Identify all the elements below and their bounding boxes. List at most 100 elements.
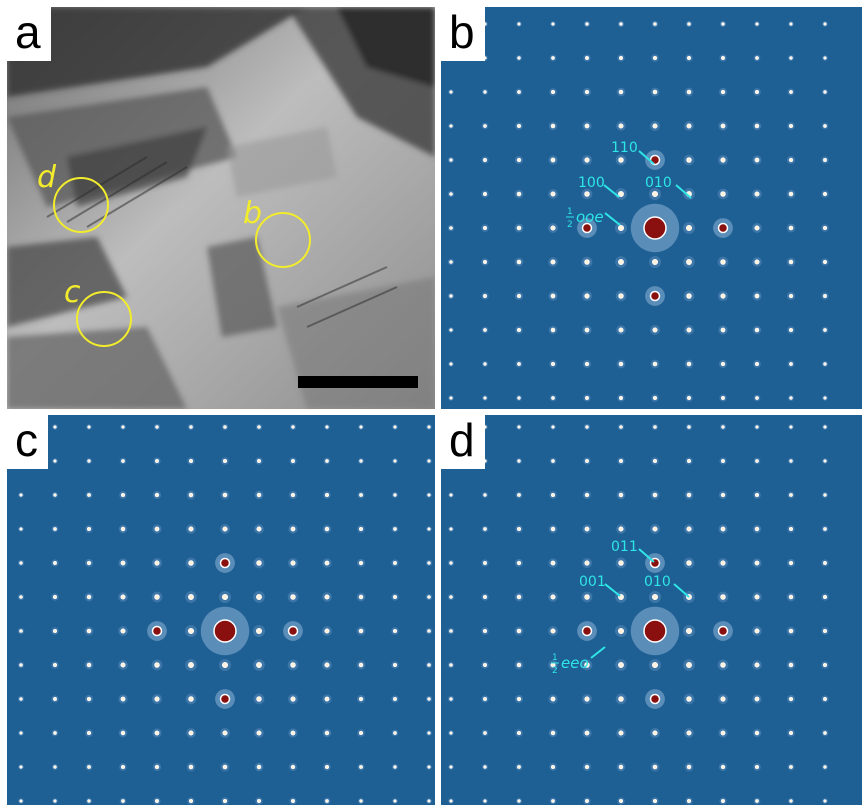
diffraction-spot	[483, 362, 487, 366]
diffraction-spot	[685, 224, 693, 232]
diffraction-spot	[788, 327, 794, 333]
diffraction-spot	[584, 492, 590, 498]
diffraction-spot	[324, 662, 330, 668]
diffraction-spot	[822, 191, 828, 197]
diffraction-spot	[449, 396, 453, 400]
diffraction-spot	[516, 628, 522, 634]
diffraction-spot	[393, 799, 397, 803]
diffraction-spot	[652, 458, 658, 464]
diffraction-spot	[822, 662, 828, 668]
diffraction-spot	[618, 123, 624, 129]
diffraction-spot	[720, 526, 726, 532]
diffraction-spot	[823, 294, 827, 298]
diffraction-spot	[643, 216, 667, 240]
diffraction-spot	[427, 697, 431, 701]
diffraction-spot	[788, 696, 794, 702]
diffraction-spot	[256, 730, 262, 736]
diffraction-spot	[188, 526, 194, 532]
diffraction-spot	[788, 293, 794, 299]
diffraction-spot	[449, 765, 453, 769]
diffraction-spot	[516, 191, 522, 197]
diffraction-spot	[358, 730, 364, 736]
diffraction-spot	[154, 696, 160, 702]
diffraction-spot	[585, 459, 589, 463]
index-100: 100	[578, 175, 605, 191]
diffraction-spot	[721, 396, 725, 400]
diffraction-spot	[550, 293, 556, 299]
diffraction-spot	[219, 693, 231, 705]
diffraction-spot	[290, 764, 296, 770]
diffraction-spot	[584, 293, 590, 299]
diffraction-spot	[19, 697, 23, 701]
diffraction-spot	[188, 594, 194, 600]
diffraction-spot	[550, 89, 556, 95]
index-010-d: 010	[644, 574, 671, 590]
diffraction-spot	[550, 191, 556, 197]
diffraction-spot	[584, 764, 590, 770]
diffraction-spot	[256, 764, 262, 770]
diffraction-spot	[585, 425, 589, 429]
diffraction-spot	[822, 259, 828, 265]
diffraction-spot	[721, 799, 725, 803]
diffraction-spot	[120, 764, 126, 770]
diffraction-spot	[618, 526, 624, 532]
diffraction-spot	[687, 425, 691, 429]
diffraction-spot	[823, 362, 827, 366]
diffraction-spot	[619, 22, 623, 26]
diffraction-spot	[584, 361, 590, 367]
panel-label-d: d	[441, 415, 485, 469]
diffraction-spot	[516, 594, 522, 600]
diffraction-spot	[393, 527, 397, 531]
diffraction-spot	[686, 327, 692, 333]
diffraction-spot	[686, 526, 692, 532]
diffraction-spot	[187, 627, 195, 635]
diffraction-spot	[517, 22, 521, 26]
diffraction-spot	[87, 425, 91, 429]
diffraction-spot	[188, 662, 194, 668]
diffraction-spot	[618, 259, 624, 265]
diffraction-spot	[754, 492, 760, 498]
diffraction-spot	[483, 527, 487, 531]
fraction-num-b: 1	[567, 207, 573, 217]
diffraction-spot	[788, 730, 794, 736]
diffraction-spot	[581, 625, 593, 637]
diffraction-spot	[720, 361, 726, 367]
diffraction-spot	[358, 560, 364, 566]
diffraction-spot	[823, 425, 827, 429]
diffraction-spot	[188, 458, 194, 464]
circle-label-d: d	[37, 160, 57, 195]
diffraction-spot	[290, 526, 296, 532]
diffraction-spot	[121, 799, 125, 803]
diffraction-spot	[287, 625, 299, 637]
diffraction-spot	[86, 730, 92, 736]
diffraction-spot	[687, 22, 691, 26]
diffraction-spot	[19, 799, 23, 803]
diffraction-spot	[789, 22, 793, 26]
diffraction-spot	[652, 492, 658, 498]
diffraction-spot	[86, 662, 92, 668]
diffraction-spot	[219, 557, 231, 569]
diffraction-spot	[151, 625, 163, 637]
diffraction-spot	[189, 425, 193, 429]
diffraction-spot	[686, 696, 692, 702]
diffraction-spot	[822, 225, 828, 231]
area-circle-b	[255, 212, 311, 268]
diffraction-spot	[584, 191, 590, 197]
diffraction-spot	[755, 22, 759, 26]
diffraction-spot	[449, 629, 453, 633]
diffraction-spot	[449, 192, 453, 196]
fraction-den-d: 2	[552, 666, 558, 676]
diffraction-spot	[550, 560, 556, 566]
diffraction-spot	[788, 191, 794, 197]
diffraction-spot	[652, 55, 658, 61]
diffraction-spot	[789, 459, 793, 463]
diffraction-spot	[584, 327, 590, 333]
diffraction-spot	[823, 765, 827, 769]
diffraction-spot	[517, 425, 521, 429]
diffraction-spot	[120, 492, 126, 498]
diffraction-spot	[550, 628, 556, 634]
diffraction-spot	[720, 696, 726, 702]
diffraction-spot	[686, 259, 692, 265]
diffraction-spot	[482, 594, 488, 600]
diffraction-spot	[427, 595, 431, 599]
